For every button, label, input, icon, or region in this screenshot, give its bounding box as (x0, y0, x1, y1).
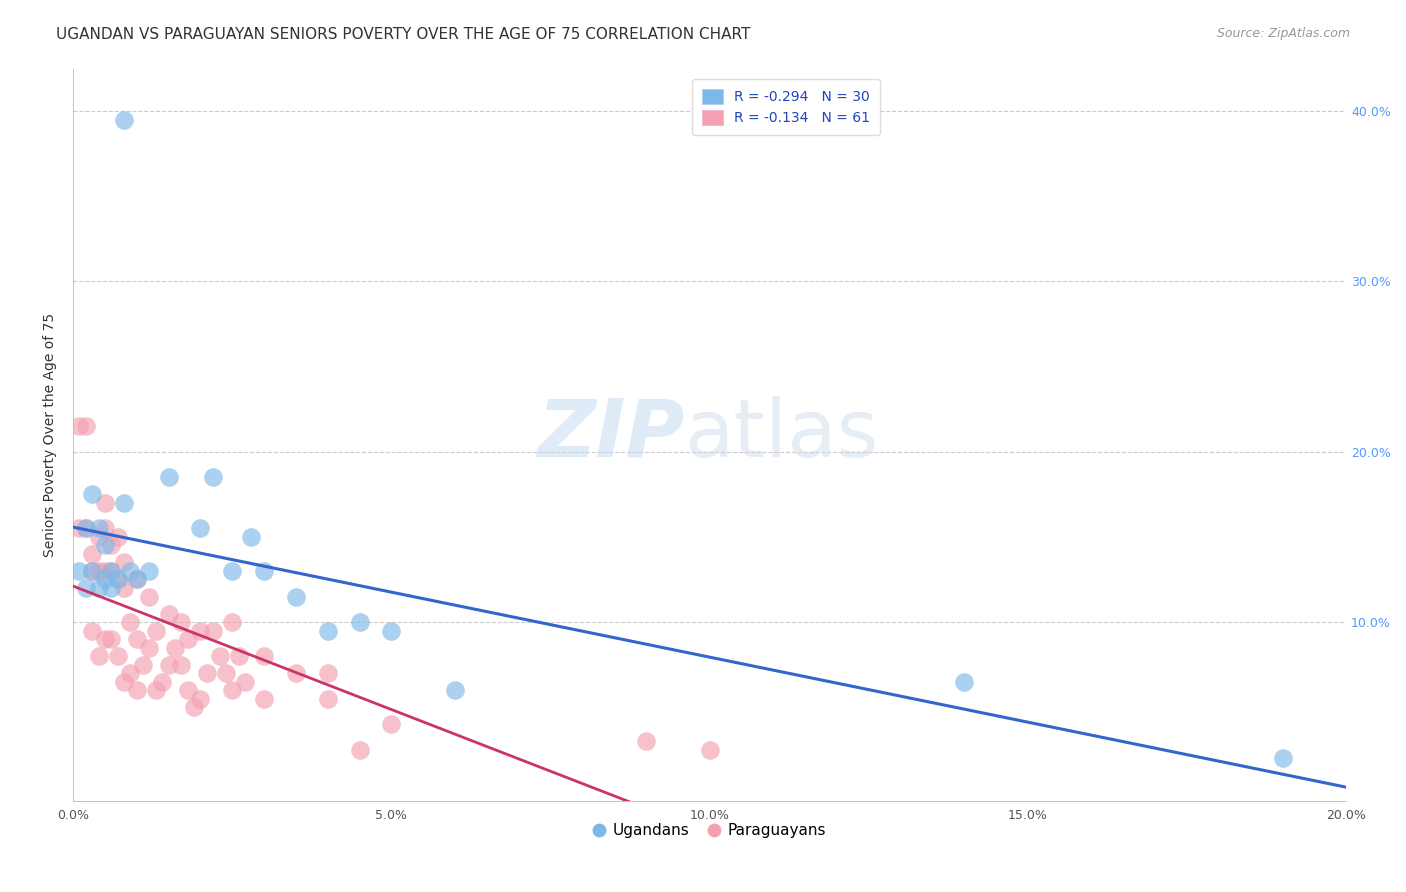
Text: ZIP: ZIP (537, 396, 685, 474)
Point (163, 640, 186, 655)
Point (107, 573, 129, 587)
Point (190, 521, 212, 535)
Point (100, 538, 122, 552)
Point (240, 530, 263, 544)
Point (634, 734, 657, 748)
Point (284, 590, 307, 604)
Point (170, 657, 193, 672)
Point (157, 657, 180, 672)
Point (138, 564, 160, 578)
Text: atlas: atlas (685, 396, 879, 474)
Point (94, 573, 117, 587)
Point (145, 683, 167, 698)
Point (75, 521, 97, 535)
Point (208, 649, 231, 664)
Point (157, 607, 180, 621)
Point (953, 674, 976, 689)
Point (100, 564, 122, 578)
Point (138, 590, 160, 604)
Point (145, 624, 167, 638)
Point (100, 632, 122, 646)
Text: Source: ZipAtlas.com: Source: ZipAtlas.com (1216, 27, 1350, 40)
Point (87, 649, 110, 664)
Point (233, 674, 256, 689)
Point (316, 624, 339, 638)
Point (316, 691, 339, 706)
Point (316, 666, 339, 681)
Point (221, 615, 243, 629)
Point (221, 683, 243, 698)
Point (253, 691, 276, 706)
Point (228, 649, 250, 664)
Point (94, 496, 117, 510)
Point (132, 657, 155, 672)
Point (253, 564, 276, 578)
Point (69, 564, 91, 578)
Point (75, 521, 97, 535)
Point (221, 564, 243, 578)
Point (69, 521, 91, 535)
Point (380, 717, 402, 731)
Point (349, 615, 371, 629)
Point (100, 564, 122, 578)
Point (176, 683, 198, 698)
Point (125, 573, 148, 587)
Point (120, 564, 142, 578)
Point (94, 564, 117, 578)
Point (125, 632, 148, 646)
Point (94, 538, 117, 552)
Point (202, 624, 225, 638)
Legend: Ugandans, Paraguayans: Ugandans, Paraguayans (586, 817, 832, 845)
Point (112, 581, 135, 595)
Y-axis label: Seniors Poverty Over the Age of 75: Seniors Poverty Over the Age of 75 (44, 312, 58, 557)
Text: UGANDAN VS PARAGUAYAN SENIORS POVERTY OVER THE AGE OF 75 CORRELATION CHART: UGANDAN VS PARAGUAYAN SENIORS POVERTY OV… (56, 27, 751, 42)
Point (112, 556, 135, 570)
Point (94, 521, 117, 535)
Point (82, 547, 104, 561)
Point (107, 530, 129, 544)
Point (157, 470, 180, 484)
Point (120, 615, 142, 629)
Point (349, 743, 371, 757)
Point (444, 683, 467, 698)
Point (176, 632, 198, 646)
Point (82, 624, 104, 638)
Point (87, 530, 110, 544)
Point (87, 521, 110, 535)
Point (125, 683, 148, 698)
Point (82, 564, 104, 578)
Point (112, 496, 135, 510)
Point (215, 666, 238, 681)
Point (202, 470, 225, 484)
Point (82, 564, 104, 578)
Point (284, 666, 307, 681)
Point (82, 487, 104, 501)
Point (699, 743, 721, 757)
Point (190, 691, 212, 706)
Point (87, 564, 110, 578)
Point (170, 615, 193, 629)
Point (112, 674, 135, 689)
Point (183, 700, 205, 714)
Point (1271, 751, 1294, 765)
Point (69, 419, 91, 434)
Point (107, 649, 129, 664)
Point (125, 573, 148, 587)
Point (120, 666, 142, 681)
Point (253, 649, 276, 664)
Point (150, 674, 173, 689)
Point (138, 640, 160, 655)
Point (380, 624, 402, 638)
Point (107, 573, 129, 587)
Point (75, 581, 97, 595)
Point (195, 666, 218, 681)
Point (190, 624, 212, 638)
Point (87, 581, 110, 595)
Point (75, 419, 97, 434)
Point (100, 581, 122, 595)
Point (94, 632, 117, 646)
Point (112, 112, 135, 127)
